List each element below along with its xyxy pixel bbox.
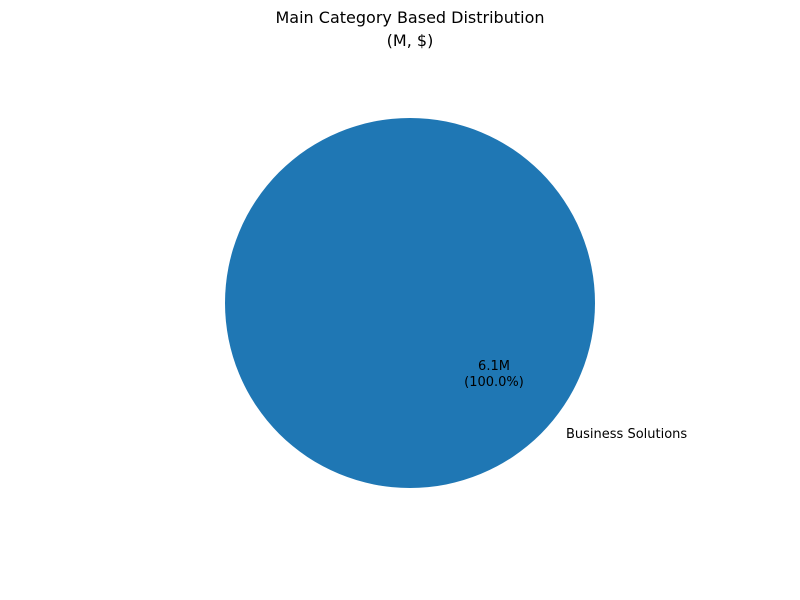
slice-value-label: 6.1M [478,359,510,374]
slice-percent-label: (100.0%) [464,375,524,390]
chart-title-line-1: Main Category Based Distribution [276,8,545,27]
pie-labels: 6.1M (100.0%) Business Solutions [464,359,687,442]
slice-category-label: Business Solutions [566,427,687,442]
pie-slices [225,118,595,488]
pie-slice-0 [225,118,595,488]
chart-title-line-2: (M, $) [387,31,434,50]
